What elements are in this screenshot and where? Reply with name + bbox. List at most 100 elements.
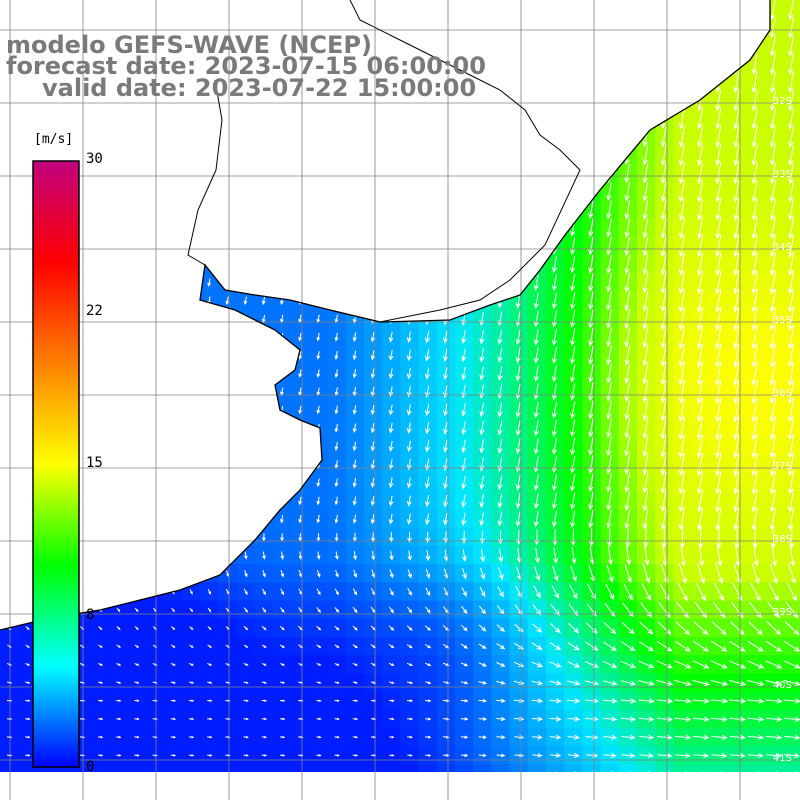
wind-arrow [388, 625, 395, 631]
wind-arrow [692, 716, 710, 722]
wind-arrow [733, 379, 740, 405]
wind-arrow [478, 624, 487, 632]
wind-arrow [443, 513, 449, 526]
wind-arrow [116, 735, 122, 739]
wind-arrow [660, 126, 667, 148]
wind-arrow [262, 551, 266, 560]
wind-arrow [657, 752, 673, 759]
wind-arrow [656, 640, 673, 652]
wind-arrow [733, 253, 740, 276]
wind-arrow [693, 734, 710, 740]
wind-arrow [584, 661, 599, 668]
wind-arrow [370, 441, 376, 452]
wind-arrow [316, 754, 322, 757]
wind-arrow [498, 548, 504, 563]
wind-arrow [335, 569, 339, 578]
wind-arrow [388, 459, 394, 471]
wind-arrow [787, 307, 795, 331]
wind-arrow [769, 90, 776, 112]
wind-arrow [788, 17, 794, 39]
wind-arrow [624, 308, 631, 330]
wind-arrow [334, 441, 339, 451]
wind-arrow [625, 527, 631, 548]
wind-arrow [262, 533, 266, 542]
wind-arrow [769, 0, 776, 21]
wind-arrow [98, 626, 103, 631]
wind-arrow [769, 452, 776, 477]
wind-arrow [388, 644, 395, 649]
wind-arrow [678, 217, 685, 240]
wind-arrow [660, 471, 667, 494]
wind-arrow [787, 489, 795, 513]
wind-arrow [769, 180, 776, 203]
wind-arrow [642, 490, 649, 512]
wind-arrow [533, 347, 539, 364]
wind-arrow [733, 235, 740, 258]
wind-arrow [624, 436, 631, 457]
wind-arrow [771, 544, 777, 567]
wind-arrow [570, 346, 576, 365]
wind-arrow [769, 397, 776, 423]
wind-arrow [626, 545, 632, 566]
wind-arrow [298, 496, 303, 506]
wind-arrow [715, 416, 722, 441]
wind-arrow [496, 662, 506, 667]
wind-arrow [606, 527, 613, 548]
wind-arrow [478, 680, 488, 685]
wind-arrow [787, 361, 795, 386]
wind-arrow [207, 754, 213, 757]
wind-speed-cell [564, 764, 583, 772]
wind-arrow [642, 308, 649, 330]
wind-arrow [243, 717, 249, 721]
latitude-label: 34S [773, 242, 792, 253]
wind-arrow [460, 717, 469, 721]
wind-arrow [588, 218, 594, 238]
wind-arrow [334, 625, 340, 631]
wind-arrow [407, 587, 412, 597]
wind-arrow [765, 716, 783, 722]
wind-arrow [461, 403, 467, 417]
wind-arrow [769, 162, 776, 185]
wind-arrow [624, 564, 632, 583]
wind-arrow [552, 547, 559, 564]
wind-arrow [261, 717, 268, 721]
wind-arrow [624, 363, 631, 385]
wind-arrow [279, 717, 286, 721]
wind-speed-cell [91, 764, 110, 772]
wind-speed-cell [473, 764, 492, 772]
wind-arrow [550, 752, 562, 758]
wind-arrow [406, 477, 412, 489]
wind-arrow [753, 544, 759, 567]
wind-arrow [788, 126, 794, 148]
wind-arrow [715, 325, 722, 350]
wind-arrow [602, 680, 618, 686]
river-border [187, 0, 581, 323]
colorbar-fill [32, 160, 80, 768]
wind-arrow [624, 163, 630, 184]
wind-arrow [549, 734, 562, 740]
wind-arrow [298, 332, 303, 342]
wind-arrow [697, 180, 703, 203]
wind-arrow [620, 660, 636, 669]
wind-arrow [693, 621, 709, 635]
wind-arrow [728, 698, 747, 704]
wind-arrow [660, 325, 667, 349]
wind-arrow [788, 71, 794, 94]
wind-arrow [551, 310, 558, 328]
wind-arrow [642, 344, 649, 367]
wind-arrow [642, 380, 649, 403]
wind-arrow [660, 490, 667, 512]
wind-arrow [751, 126, 758, 148]
wind-arrow [621, 621, 635, 635]
wind-arrow [570, 310, 576, 328]
wind-arrow [751, 489, 758, 513]
wind-arrow [606, 491, 612, 511]
wind-arrow [316, 514, 321, 524]
wind-arrow [406, 681, 414, 685]
wind-arrow [750, 582, 761, 602]
wind-arrow [207, 278, 212, 287]
wind-arrow [496, 716, 506, 722]
wind-arrow [715, 361, 722, 386]
wind-arrow [352, 644, 358, 649]
wind-arrow [389, 587, 394, 596]
